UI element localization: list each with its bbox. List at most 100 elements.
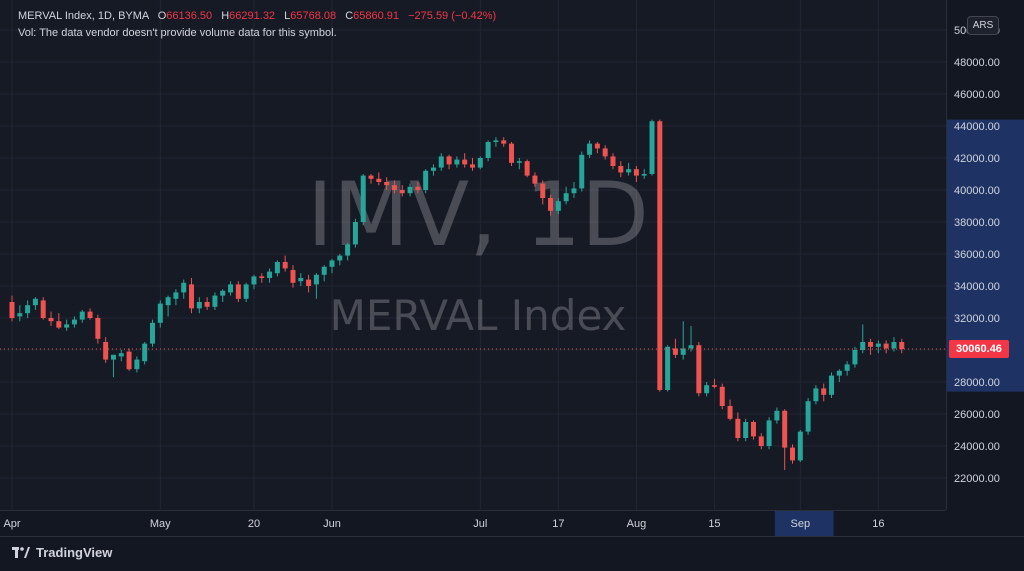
price-tick-label: 38000.00 xyxy=(954,217,1000,229)
candle xyxy=(462,153,468,168)
candle xyxy=(782,409,788,470)
candle xyxy=(290,265,296,288)
candle xyxy=(259,273,265,283)
candle xyxy=(228,281,234,296)
footer: TradingView xyxy=(0,536,1024,571)
legend-volume-note: Vol: The data vendor doesn't provide vol… xyxy=(18,27,337,39)
candle xyxy=(790,444,795,464)
currency-badge[interactable]: ARS xyxy=(967,16,999,35)
candle xyxy=(727,399,733,421)
candle xyxy=(516,158,522,170)
candle xyxy=(384,177,390,190)
candle xyxy=(376,172,382,186)
price-tick-label: 44000.00 xyxy=(954,121,1000,133)
candle xyxy=(235,281,241,302)
candle xyxy=(602,145,608,160)
time-scale[interactable]: Apr May 20 Jun Jul 17 Aug 15 Sep 16 xyxy=(0,510,946,536)
legend-open-value: 66136.50 xyxy=(166,10,213,22)
price-scale[interactable]: 50000.0048000.0046000.0044000.0042000.00… xyxy=(946,0,1024,510)
candle xyxy=(329,258,335,274)
price-tick-label: 26000.00 xyxy=(954,409,1000,421)
candle xyxy=(891,337,897,352)
candle xyxy=(64,319,70,331)
candle xyxy=(540,180,546,205)
candle xyxy=(836,369,842,382)
candle xyxy=(899,338,905,354)
time-range-highlight xyxy=(774,510,834,536)
candle xyxy=(56,313,62,330)
time-tick-label: Apr xyxy=(3,518,20,530)
candle xyxy=(126,348,132,371)
candle xyxy=(587,140,593,158)
candle xyxy=(860,324,866,354)
candle xyxy=(633,166,639,182)
candle xyxy=(610,153,616,170)
time-tick-label: May xyxy=(150,518,171,530)
candle xyxy=(352,218,358,248)
last-price-label: 30060.46 xyxy=(949,340,1009,359)
candle xyxy=(868,338,874,355)
candle xyxy=(688,326,694,352)
time-tick-label: 20 xyxy=(248,518,260,530)
candle xyxy=(532,172,538,187)
candle xyxy=(173,289,179,306)
candle xyxy=(758,433,764,450)
candle xyxy=(345,242,351,261)
candle xyxy=(306,274,312,293)
candle xyxy=(743,418,749,442)
candle xyxy=(524,159,530,178)
candle xyxy=(548,194,554,216)
price-tick-label: 34000.00 xyxy=(954,281,1000,293)
candle xyxy=(103,337,109,363)
candle xyxy=(844,361,850,376)
candle xyxy=(189,278,195,314)
candle xyxy=(446,154,452,170)
price-tick-label: 42000.00 xyxy=(954,153,1000,165)
legend-low-value: 65768.08 xyxy=(290,10,337,22)
candle xyxy=(571,182,577,198)
candle xyxy=(87,308,93,320)
chart-pane[interactable]: IMV, 1D MERVAL Index MERVAL Index, 1D, BY… xyxy=(0,0,946,510)
candle xyxy=(774,407,780,424)
candle xyxy=(438,153,444,171)
price-tick-label: 32000.00 xyxy=(954,313,1000,325)
candle xyxy=(165,295,171,317)
time-tick-label: 17 xyxy=(552,518,564,530)
candle xyxy=(672,338,678,358)
chart-legend: MERVAL Index, 1D, BYMA O66136.50 H66291.… xyxy=(18,8,496,42)
candle xyxy=(267,268,273,283)
candle xyxy=(9,295,15,322)
candle xyxy=(501,137,507,147)
candle xyxy=(805,398,811,435)
legend-change: −275.59 (−0.42%) xyxy=(408,10,497,22)
candle xyxy=(321,265,327,282)
price-tick-label: 24000.00 xyxy=(954,441,1000,453)
candle xyxy=(313,273,319,299)
candle xyxy=(25,300,31,318)
price-scale-svg: 50000.0048000.0046000.0044000.0042000.00… xyxy=(946,0,1024,510)
candle xyxy=(282,255,288,272)
time-tick-label: Sep xyxy=(791,518,811,530)
candle xyxy=(711,378,717,389)
candle xyxy=(48,311,54,326)
price-tick-label: 22000.00 xyxy=(954,473,1000,485)
time-tick-label: 15 xyxy=(708,518,720,530)
candle xyxy=(196,297,202,314)
candle xyxy=(118,350,124,362)
tradingview-logo[interactable]: TradingView xyxy=(12,545,112,560)
candle xyxy=(17,305,23,322)
candle xyxy=(477,156,483,170)
candlestick-chart[interactable]: IMV, 1D MERVAL Index xyxy=(0,0,946,510)
candle xyxy=(430,164,436,176)
candle xyxy=(704,382,710,397)
candle xyxy=(157,300,163,328)
legend-high-key: H xyxy=(221,10,230,22)
candle xyxy=(883,340,889,354)
candle xyxy=(368,174,374,184)
candle xyxy=(220,289,226,302)
candle xyxy=(79,310,85,323)
candle xyxy=(555,198,561,214)
candle xyxy=(485,140,491,162)
candle xyxy=(415,182,421,194)
candle xyxy=(134,356,140,373)
